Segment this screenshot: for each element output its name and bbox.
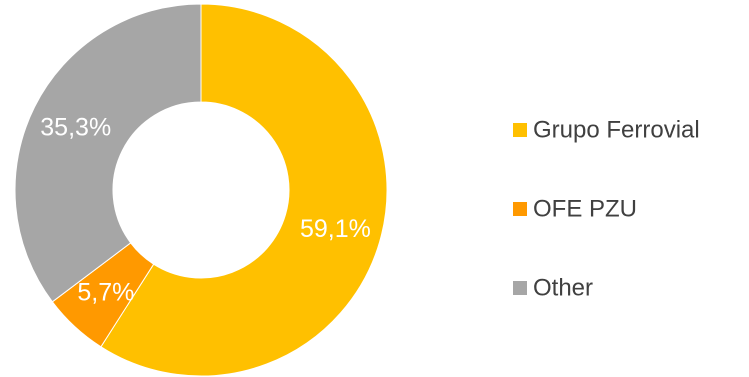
legend-label-other: Other — [533, 275, 593, 302]
legend-item-other: Other — [513, 275, 593, 302]
donut-slices — [14, 3, 388, 377]
slice-label-grupo-ferrovial: 59,1% — [300, 215, 371, 243]
legend-item-grupo-ferrovial: Grupo Ferrovial — [513, 117, 700, 144]
slice-labels: 59,1% 5,7% 35,3% — [40, 113, 371, 306]
legend: Grupo Ferrovial OFE PZU Other — [513, 117, 700, 302]
legend-swatch-ofe-pzu — [513, 202, 527, 216]
legend-item-ofe-pzu: OFE PZU — [513, 196, 637, 223]
slice-other — [14, 3, 202, 303]
slice-label-ofe-pzu: 5,7% — [77, 279, 134, 307]
legend-swatch-grupo-ferrovial — [513, 123, 527, 137]
legend-label-ofe-pzu: OFE PZU — [533, 196, 637, 223]
slice-grupo-ferrovial — [100, 3, 388, 377]
legend-label-grupo-ferrovial: Grupo Ferrovial — [533, 117, 700, 144]
legend-swatch-other — [513, 281, 527, 295]
slice-label-other: 35,3% — [40, 113, 111, 141]
